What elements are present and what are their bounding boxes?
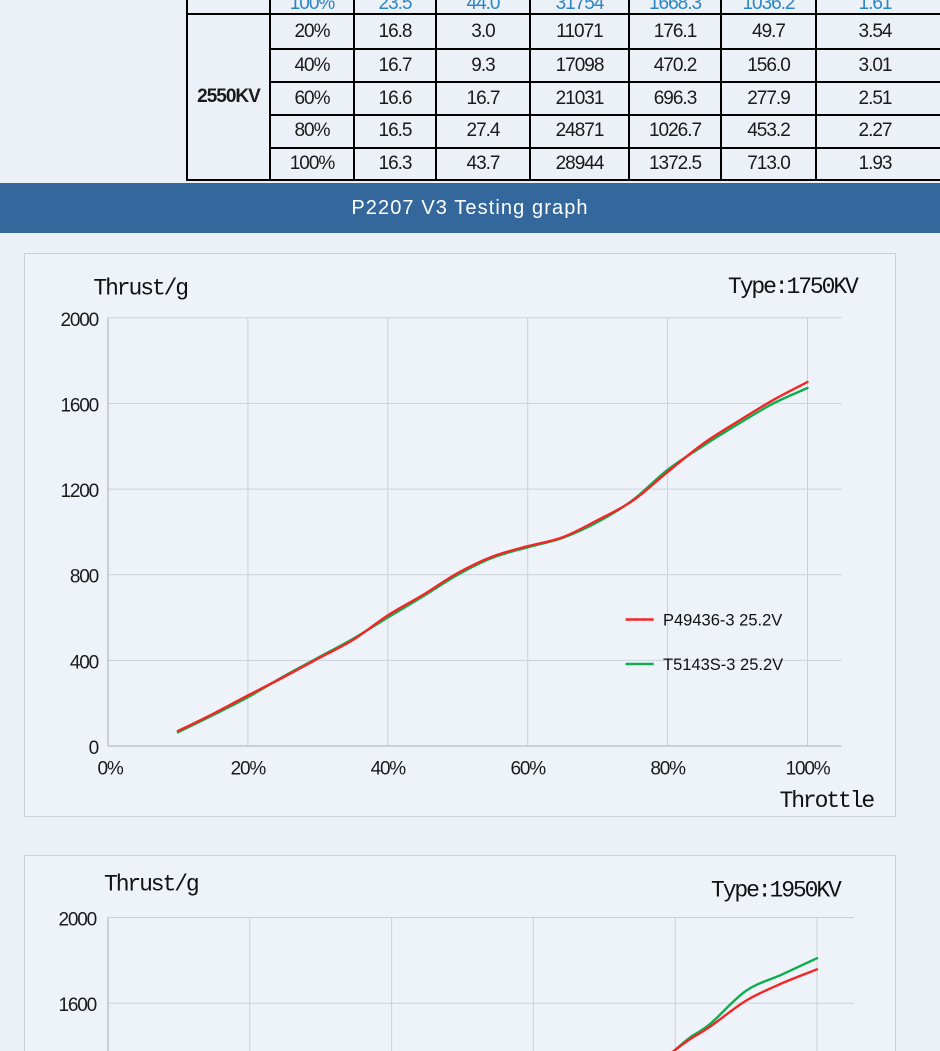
svg-text:1200: 1200 (61, 481, 99, 502)
svg-text:0%: 0% (97, 759, 123, 780)
svg-text:1600: 1600 (59, 995, 97, 1016)
svg-text:400: 400 (70, 652, 99, 673)
svg-text:Throttle: Throttle (780, 788, 875, 814)
svg-text:Thrust/g: Thrust/g (104, 872, 198, 898)
svg-text:2000: 2000 (59, 910, 97, 931)
svg-text:Type:1750KV: Type:1750KV (728, 274, 859, 300)
svg-text:1600: 1600 (61, 395, 99, 416)
svg-text:20%: 20% (231, 759, 267, 780)
svg-text:2000: 2000 (61, 310, 99, 331)
svg-text:T5143S-3 25.2V: T5143S-3 25.2V (663, 656, 783, 674)
svg-text:60%: 60% (510, 759, 546, 780)
svg-text:800: 800 (70, 567, 99, 588)
svg-text:80%: 80% (650, 759, 686, 780)
svg-text:100%: 100% (786, 759, 831, 780)
svg-text:40%: 40% (371, 759, 407, 780)
svg-text:P49436-3 25.2V: P49436-3 25.2V (663, 612, 782, 630)
svg-text:Type:1950KV: Type:1950KV (711, 878, 842, 904)
svg-text:Thrust/g: Thrust/g (93, 276, 187, 302)
svg-text:0: 0 (89, 738, 99, 759)
